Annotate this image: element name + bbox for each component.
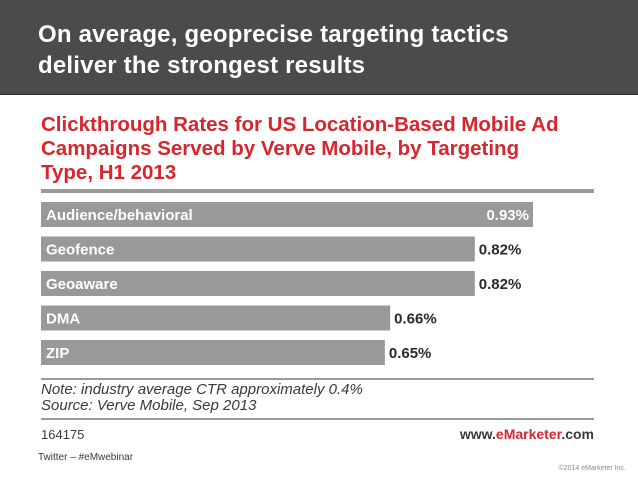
slide-title-banner: On average, geoprecise targeting tactics… <box>0 0 638 95</box>
slide-title: On average, geoprecise targeting tactics… <box>38 19 618 81</box>
brand-prefix: www. <box>459 426 496 442</box>
chart-bottom-rule <box>41 378 594 380</box>
chart-notes: Note: industry average CTR approximately… <box>41 382 594 414</box>
category-label: Geoaware <box>46 276 118 293</box>
chart-title-line-3: Type, H1 2013 <box>41 161 177 184</box>
value-label: 0.93% <box>486 207 529 224</box>
value-label: 0.82% <box>479 242 522 259</box>
category-label: Audience/behavioral <box>46 207 193 224</box>
twitter-hashtag: Twitter – #eMwebinar <box>38 452 134 463</box>
category-label: Geofence <box>46 242 114 259</box>
value-label: 0.82% <box>479 276 522 293</box>
bar-dma <box>41 305 391 331</box>
chart-footer-rule <box>41 418 594 420</box>
chart-note: Note: industry average CTR approximately… <box>41 381 363 398</box>
category-label: ZIP <box>46 345 69 362</box>
category-label: DMA <box>46 311 80 328</box>
slide-title-line-2: deliver the strongest results <box>38 52 366 79</box>
value-label: 0.66% <box>394 311 437 328</box>
value-label: 0.65% <box>389 345 432 362</box>
chart-title-line-1: Clickthrough Rates for US Location-Based… <box>41 113 559 136</box>
bar-geoaware <box>41 271 475 296</box>
brand-name: eMarketer <box>495 426 562 442</box>
brand-suffix: .com <box>561 426 594 442</box>
slide-title-line-1: On average, geoprecise targeting tactics <box>38 21 509 48</box>
chart-title-line-2: Campaigns Served by Verve Mobile, by Tar… <box>41 137 520 160</box>
bar-zip <box>41 340 385 365</box>
chart-source: Source: Verve Mobile, Sep 2013 <box>41 397 257 414</box>
chart-top-rule <box>41 189 594 193</box>
copyright: ©2014 eMarketer Inc. <box>558 465 626 472</box>
emarketer-logo: www.eMarketer.com <box>460 426 594 442</box>
chart-title: Clickthrough Rates for US Location-Based… <box>41 113 601 185</box>
bar-geofence <box>41 236 475 262</box>
bar-audience-behavioral <box>41 202 533 227</box>
chart-id: 164175 <box>41 427 85 442</box>
